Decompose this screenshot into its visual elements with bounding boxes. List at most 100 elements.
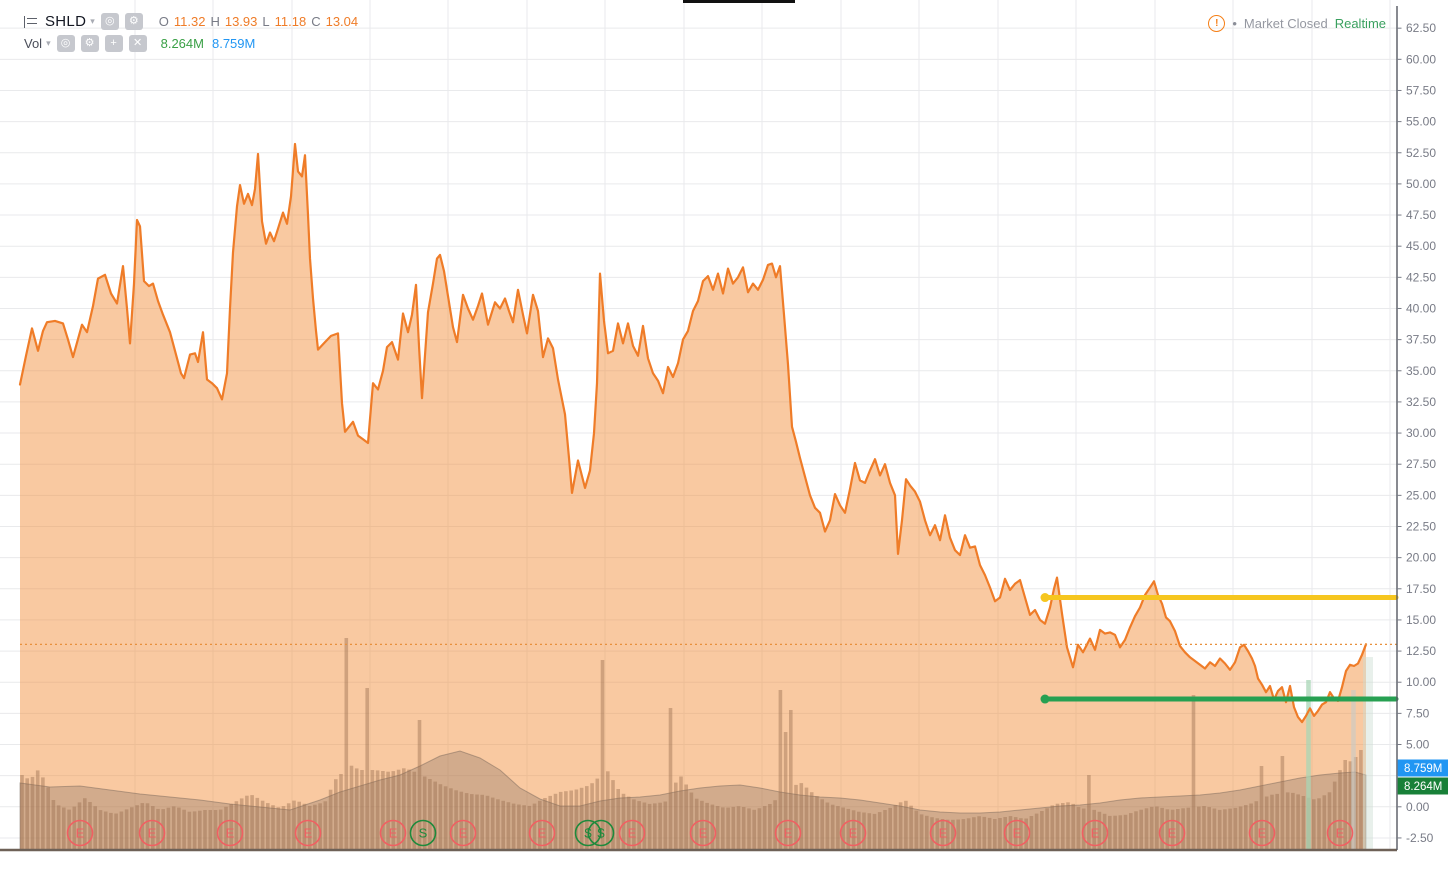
volume-bar — [381, 771, 385, 850]
volume-bar — [1270, 794, 1274, 850]
event-marker-split[interactable]: S — [409, 819, 437, 847]
event-marker-earnings[interactable]: E — [689, 819, 717, 847]
price-scale[interactable]: 62.50 60.00 57.50 55.00 52.50 50.00 47.50 45.00… — [1397, 21, 1436, 845]
eye-icon[interactable]: ◎ — [100, 13, 119, 30]
volume-bar — [1207, 807, 1211, 850]
svg-text:$: $ — [597, 826, 605, 841]
event-marker-earnings[interactable]: E — [449, 819, 477, 847]
volume-bar — [1102, 813, 1107, 850]
volume-bar — [1160, 807, 1164, 850]
event-marker-earnings[interactable]: E — [216, 819, 244, 847]
volume-bar — [1108, 815, 1112, 850]
close-icon[interactable]: ✕ — [128, 35, 147, 52]
volume-value-blue: 8.759M — [211, 36, 256, 51]
warning-icon[interactable]: ! — [1208, 15, 1226, 32]
volume-bar — [114, 813, 118, 850]
close-value: 13.04 — [325, 14, 359, 29]
gear-icon[interactable]: ⚙ — [80, 35, 99, 52]
event-marker-earnings[interactable]: E — [294, 819, 322, 847]
chevron-down-icon[interactable]: ▾ — [46, 38, 51, 48]
event-marker-earnings[interactable]: E — [1158, 819, 1186, 847]
event-marker-dividend[interactable]: $ — [587, 819, 615, 847]
volume-bar — [726, 807, 730, 850]
volume-bar — [109, 812, 113, 850]
volume-bar — [762, 806, 767, 850]
volume-bar — [25, 778, 29, 850]
symbol-name[interactable]: SHLD — [45, 13, 87, 30]
resistance-line-yellow-handle[interactable] — [1040, 593, 1050, 603]
volume-bar — [407, 769, 411, 850]
volume-bar — [1155, 806, 1159, 850]
volume-bar — [140, 803, 145, 850]
volume-bar — [668, 708, 673, 850]
price-tick-label: 52.50 — [1406, 146, 1436, 160]
volume-bar — [391, 771, 396, 850]
plus-icon[interactable]: + — [104, 35, 123, 52]
volume-bar — [1280, 756, 1285, 850]
volume-bar — [799, 783, 804, 850]
svg-text:E: E — [304, 826, 313, 841]
volume-bar — [496, 799, 500, 850]
volume-bar — [292, 800, 296, 850]
volume-bar — [480, 794, 484, 850]
realtime-label[interactable]: Realtime — [1334, 16, 1386, 31]
volume-bar — [553, 793, 558, 850]
volume-bar — [600, 660, 605, 850]
volume-bar — [1092, 809, 1096, 850]
event-marker-earnings[interactable]: E — [528, 819, 556, 847]
volume-bar — [1244, 805, 1248, 850]
volume-bar — [182, 809, 186, 850]
event-marker-earnings[interactable]: E — [929, 819, 957, 847]
volume-bar — [1238, 806, 1243, 850]
object-tree-icon[interactable] — [24, 15, 39, 28]
volume-axis-label: 8.264M — [1397, 777, 1448, 795]
volume-bar — [255, 797, 260, 850]
volume-bar — [1013, 817, 1018, 850]
eye-icon[interactable]: ◎ — [56, 35, 75, 52]
event-marker-earnings[interactable]: E — [774, 819, 802, 847]
volume-bar — [161, 809, 165, 850]
volume-bar — [62, 807, 66, 850]
volume-bar — [56, 805, 61, 850]
event-marker-earnings[interactable]: E — [379, 819, 407, 847]
volume-bar — [658, 802, 662, 850]
support-line-green-handle[interactable] — [1040, 694, 1050, 704]
volume-bar — [1332, 781, 1337, 850]
volume-bar — [260, 800, 265, 850]
volume-bar — [328, 789, 333, 850]
event-marker-earnings[interactable]: E — [138, 819, 166, 847]
volume-bar — [187, 811, 192, 850]
indicator-name[interactable]: Vol — [24, 36, 43, 51]
price-tick-label: 0.00 — [1406, 800, 1430, 814]
volume-bar — [438, 784, 443, 850]
volume-bar — [956, 819, 960, 850]
event-marker-earnings[interactable]: E — [1003, 819, 1031, 847]
volume-bar — [543, 798, 547, 850]
volume-bar — [286, 803, 291, 850]
volume-bar — [674, 782, 678, 850]
volume-bar — [1312, 799, 1316, 850]
high-label: H — [210, 14, 220, 29]
volume-bar — [103, 811, 108, 850]
gear-icon[interactable]: ⚙ — [124, 13, 143, 30]
volume-bar — [349, 765, 354, 850]
volume-bar — [773, 800, 777, 850]
volume-bar — [694, 798, 699, 850]
volume-bar — [783, 732, 788, 850]
volume-bar — [203, 810, 207, 850]
event-marker-earnings[interactable]: E — [1248, 819, 1276, 847]
volume-bar — [1061, 803, 1065, 850]
event-marker-earnings[interactable]: E — [839, 819, 867, 847]
volume-bar — [1055, 803, 1060, 850]
event-marker-earnings[interactable]: E — [66, 819, 94, 847]
volume-bar — [867, 813, 872, 850]
event-marker-earnings[interactable]: E — [618, 819, 646, 847]
volume-bar — [804, 787, 809, 850]
price-tick-label: 35.00 — [1406, 364, 1436, 378]
event-marker-earnings[interactable]: E — [1081, 819, 1109, 847]
volume-bar — [93, 806, 97, 850]
event-marker-earnings[interactable]: E — [1326, 819, 1354, 847]
chevron-down-icon[interactable]: ▾ — [90, 16, 95, 26]
volume-bar — [904, 800, 908, 850]
